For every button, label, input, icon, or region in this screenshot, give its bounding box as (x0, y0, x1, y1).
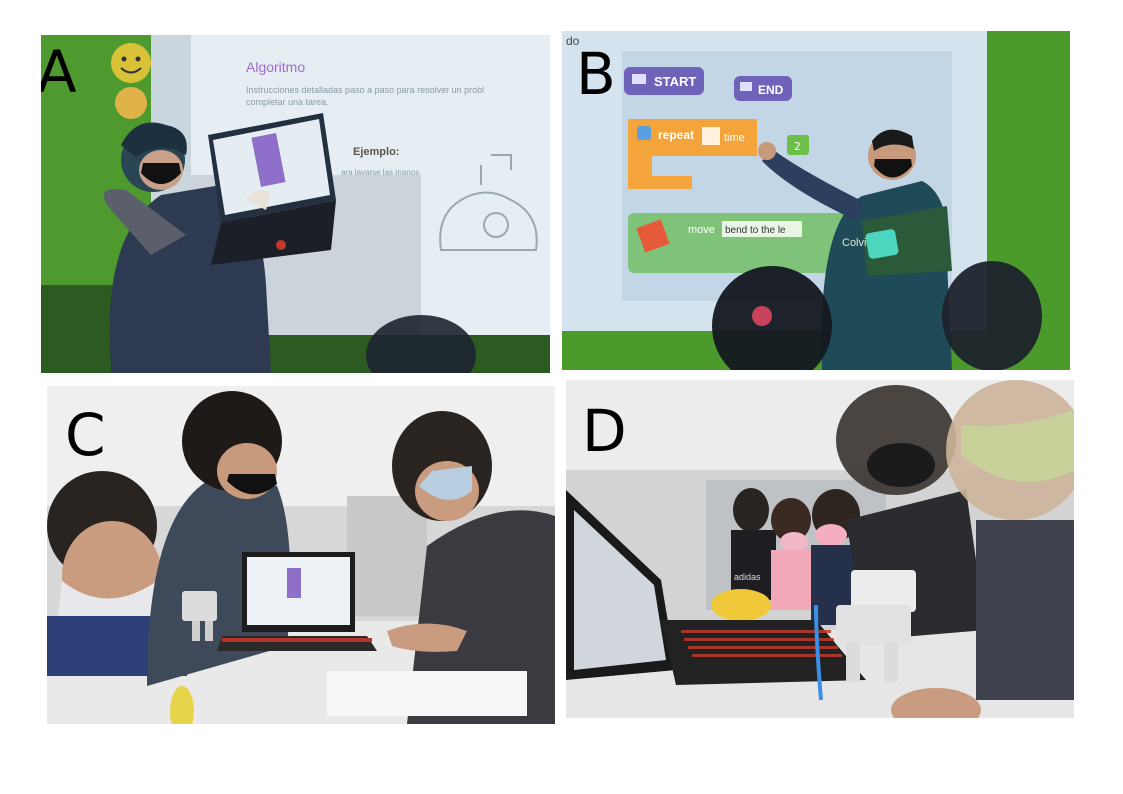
repeat-count: 2 (794, 140, 801, 153)
slide-text-line-2: completar una tarea. (246, 97, 329, 107)
slide-example-text: ara lavarse las manos (341, 168, 419, 177)
robot-toy (865, 229, 899, 259)
panel-label-a: A (41, 38, 77, 106)
sticker-2 (115, 87, 147, 119)
student-head (712, 266, 832, 370)
slide-text-line-1: Instrucciones detalladas paso a paso par… (246, 85, 484, 95)
photo-panel-d: adidas (566, 380, 1074, 718)
classroom-photo-c (47, 386, 555, 724)
face-mask (141, 163, 181, 184)
student-right (387, 411, 555, 724)
panel-label-b: B (576, 40, 616, 108)
hand (891, 688, 981, 718)
svg-text:END: END (758, 83, 784, 97)
panel-label-d: D (582, 397, 627, 465)
laptop-d (566, 490, 866, 685)
face-mask (780, 532, 808, 552)
student-head (942, 261, 1042, 370)
laptop-a (208, 113, 336, 265)
face-mask (227, 474, 277, 495)
face-mask (874, 159, 912, 178)
face-mask (961, 410, 1074, 482)
face-mask (419, 466, 472, 500)
usb-cable (814, 604, 823, 701)
svg-text:bend to the le: bend to the le (725, 225, 786, 236)
classroom-photo-d: adidas (566, 380, 1074, 718)
svg-text:move: move (688, 224, 715, 236)
classroom-photo-a: Algoritmo Instrucciones detalladas paso … (41, 35, 550, 373)
student-head (366, 315, 476, 373)
face-mask (815, 524, 847, 546)
screen-fragment-text: do (566, 34, 580, 48)
robot-toy (814, 570, 916, 701)
panel-label-c: C (65, 401, 106, 469)
handwashing-illustration (439, 154, 538, 251)
slide-example-heading: Ejemplo: (353, 146, 399, 158)
move-block: move bend to the le (628, 213, 868, 273)
marker (170, 686, 194, 724)
slide-title: Algoritmo (246, 59, 305, 75)
shirt-logo-text: Colvin (842, 237, 873, 249)
end-block: END (734, 76, 792, 101)
svg-text:time: time (724, 132, 745, 144)
repeat-block: repeat time 2 (628, 119, 809, 189)
smiley-sticker (111, 43, 151, 83)
photo-panel-b: do START END repeat time 2 move (562, 31, 1070, 370)
laptop-c (217, 552, 377, 651)
svg-text:START: START (654, 74, 696, 89)
svg-text:repeat: repeat (658, 128, 694, 142)
shirt-logo-text: adidas (734, 572, 761, 582)
start-block: START (624, 67, 704, 95)
photo-panel-a: Algoritmo Instrucciones detalladas paso … (41, 35, 550, 373)
yellow-bag (711, 589, 771, 621)
teacher (147, 391, 291, 686)
robot-toy (182, 591, 217, 641)
presenter-b: Colvin (758, 129, 952, 370)
photo-panel-c: C (47, 386, 555, 724)
classroom-photo-b: do START END repeat time 2 move (562, 31, 1070, 370)
